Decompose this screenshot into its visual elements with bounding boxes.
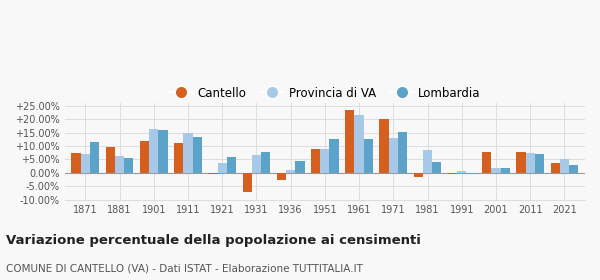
Bar: [423, 150, 432, 173]
Bar: [448, 173, 457, 174]
Bar: [71, 153, 80, 173]
Bar: [140, 141, 149, 173]
Bar: [149, 129, 158, 173]
Bar: [261, 152, 270, 173]
Bar: [242, 173, 252, 192]
Bar: [252, 155, 261, 173]
Bar: [277, 173, 286, 179]
Bar: [184, 133, 193, 173]
Bar: [295, 161, 305, 173]
Bar: [345, 110, 355, 173]
Bar: [115, 156, 124, 173]
Bar: [569, 165, 578, 173]
Bar: [413, 173, 423, 177]
Bar: [106, 146, 115, 173]
Bar: [124, 158, 133, 173]
Bar: [560, 159, 569, 173]
Bar: [535, 153, 544, 173]
Bar: [227, 157, 236, 173]
Bar: [355, 115, 364, 173]
Bar: [208, 173, 218, 174]
Bar: [193, 137, 202, 173]
Bar: [158, 130, 167, 173]
Bar: [432, 162, 442, 173]
Bar: [80, 154, 90, 173]
Bar: [491, 168, 500, 173]
Bar: [311, 149, 320, 173]
Bar: [482, 152, 491, 173]
Bar: [517, 152, 526, 173]
Bar: [174, 143, 184, 173]
Bar: [398, 132, 407, 173]
Bar: [364, 139, 373, 173]
Bar: [329, 139, 339, 173]
Bar: [500, 168, 510, 173]
Bar: [466, 173, 476, 174]
Bar: [218, 164, 227, 173]
Text: COMUNE DI CANTELLO (VA) - Dati ISTAT - Elaborazione TUTTITALIA.IT: COMUNE DI CANTELLO (VA) - Dati ISTAT - E…: [6, 263, 363, 274]
Bar: [457, 171, 466, 173]
Bar: [379, 119, 389, 173]
Text: Variazione percentuale della popolazione ai censimenti: Variazione percentuale della popolazione…: [6, 234, 421, 247]
Legend: Cantello, Provincia di VA, Lombardia: Cantello, Provincia di VA, Lombardia: [164, 82, 485, 104]
Bar: [286, 170, 295, 173]
Bar: [320, 149, 329, 173]
Bar: [551, 164, 560, 173]
Bar: [90, 142, 99, 173]
Bar: [526, 153, 535, 173]
Bar: [389, 138, 398, 173]
